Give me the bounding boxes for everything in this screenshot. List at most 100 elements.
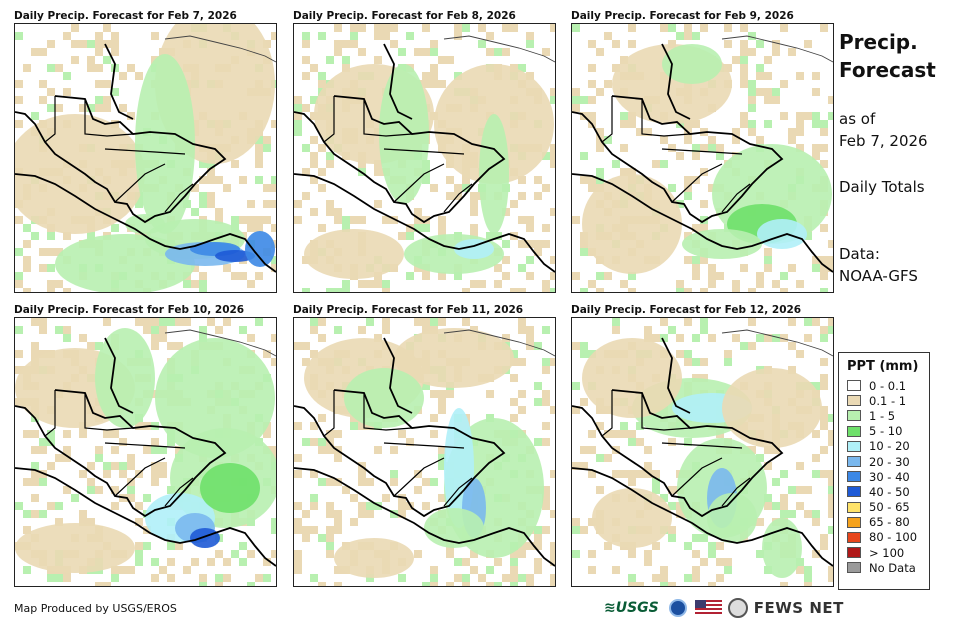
precip-cell [143,318,151,326]
legend-swatch [847,486,861,498]
precip-cell [95,446,103,454]
precip-cell [127,64,135,72]
precip-area [215,250,255,262]
country-border [661,337,691,414]
precip-cell [199,582,207,586]
precip-cell [103,96,111,104]
precip-cell [572,526,580,534]
precip-cell [510,582,518,586]
precip-cell [502,24,510,32]
precip-cell [127,494,135,502]
precip-cell [700,256,708,264]
precip-cell [159,470,167,478]
precip-cell [764,502,772,510]
precip-cell [398,502,406,510]
precip-cell [294,470,302,478]
precip-cell [326,534,334,542]
precip-cell [302,32,310,40]
precip-cell [63,446,71,454]
precip-cell [215,176,223,184]
precip-cell [644,326,652,334]
precip-cell [350,494,358,502]
precip-cell [486,414,494,422]
precip-cell [550,470,555,478]
precip-cell [199,280,207,288]
precip-cell [159,446,167,454]
precip-cell [510,550,518,558]
precip-cell [724,24,732,32]
precip-cell [151,438,159,446]
precip-cell [334,208,342,216]
legend-label: 5 - 10 [869,424,903,439]
precip-cell [550,510,555,518]
precip-cell [87,40,95,48]
precip-cell [135,502,143,510]
precip-cell [215,574,223,582]
precip-cell [310,422,318,430]
precip-cell [310,526,318,534]
precip-cell [318,582,326,586]
precip-cell [748,342,756,350]
precip-cell [644,470,652,478]
precip-cell [518,326,526,334]
precip-cell [756,334,764,342]
precip-cell [71,56,79,64]
precip-cell [612,318,620,326]
precip-cell [366,478,374,486]
precip-cell [358,422,366,430]
legend-label: No Data [869,560,916,575]
precip-area [582,174,682,274]
precip-cell [271,358,276,366]
precip-cell [494,280,502,288]
legend-swatch [847,456,861,468]
precip-cell [406,232,414,240]
precip-area [15,114,145,234]
precip-cell [652,486,660,494]
precip-cell [588,430,596,438]
legend-label: 10 - 20 [869,439,910,454]
precip-cell [668,438,676,446]
precip-cell [732,280,740,288]
precip-cell [310,350,318,358]
coastline [164,35,276,63]
precip-cell [636,438,644,446]
agency-logos: ≋USGS FEWS NET [604,596,844,620]
precip-cell [596,144,604,152]
precip-cell [326,200,334,208]
precip-cell [756,454,764,462]
precip-cell [828,112,833,120]
precip-area [245,231,275,267]
precip-cell [350,32,358,40]
precip-cell [47,574,55,582]
precip-cell [87,478,95,486]
precip-cell [518,192,526,200]
precip-cell [740,24,748,32]
precip-cell [526,216,534,224]
precip-cell [716,574,724,582]
precip-cell [820,406,828,414]
legend-swatch [847,410,861,422]
precip-cell [231,160,239,168]
precip-cell [15,216,23,224]
panel-title: Daily Precip. Forecast for Feb 10, 2026 [14,304,245,316]
precip-cell [572,406,580,414]
precip-cell [199,288,207,292]
precip-cell [207,192,215,200]
precip-map [14,317,277,587]
precip-cell [326,160,334,168]
precip-cell [438,398,446,406]
precip-cell [47,280,55,288]
precip-cell [772,40,780,48]
precip-cell [828,264,833,272]
precip-cell [620,144,628,152]
precip-cell [478,574,486,582]
precip-cell [310,326,318,334]
precip-cell [700,326,708,334]
precip-cell [462,176,470,184]
precip-cell [644,334,652,342]
precip-cell [294,566,302,574]
precip-cell [334,288,342,292]
precip-cell [812,430,820,438]
precip-cell [191,558,199,566]
